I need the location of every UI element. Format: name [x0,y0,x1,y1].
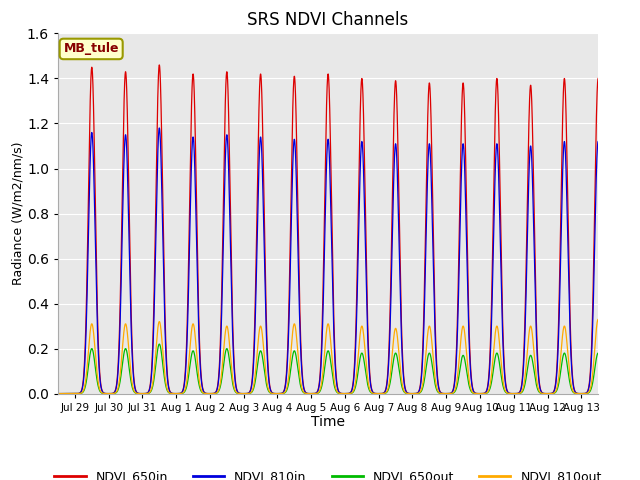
NDVI_810out [383,387,391,393]
NDVI_810in [369,389,377,395]
NDVI_650out [54,391,62,396]
NDVI_650out [156,341,163,347]
Line: NDVI_650out: NDVI_650out [58,344,598,394]
NDVI_650in [156,62,163,68]
Text: MB_tule: MB_tule [63,42,119,56]
Title: SRS NDVI Channels: SRS NDVI Channels [248,11,409,29]
NDVI_650out [383,388,391,394]
NDVI_650in [262,289,269,295]
NDVI_810in [595,139,602,144]
NDVI_650in [308,391,316,396]
NDVI_810out [73,391,81,396]
NDVI_810in [156,125,163,131]
NDVI_810out [466,382,474,388]
Y-axis label: Radiance (W/m2/nm/s): Radiance (W/m2/nm/s) [11,142,24,285]
Line: NDVI_810in: NDVI_810in [58,128,598,394]
NDVI_650out [595,350,602,356]
NDVI_810in [308,391,316,396]
NDVI_650out [308,391,316,396]
NDVI_810in [383,377,391,383]
Line: NDVI_810out: NDVI_810out [58,319,598,394]
NDVI_810out [54,391,62,396]
NDVI_650out [262,377,269,383]
NDVI_810out [369,390,376,396]
NDVI_810in [73,391,81,396]
NDVI_650out [73,391,81,396]
NDVI_650in [466,353,474,359]
NDVI_810in [262,309,269,315]
NDVI_810in [466,360,474,366]
NDVI_650in [54,391,62,396]
NDVI_810out [308,391,316,396]
NDVI_810out [595,316,602,322]
NDVI_650out [466,386,474,392]
NDVI_650out [369,391,377,396]
NDVI_650in [595,75,602,81]
NDVI_650in [73,391,81,396]
NDVI_810in [54,391,62,396]
Line: NDVI_650in: NDVI_650in [58,65,598,394]
NDVI_810out [262,368,269,374]
X-axis label: Time: Time [311,415,345,430]
NDVI_650in [369,389,377,395]
Legend: NDVI_650in, NDVI_810in, NDVI_650out, NDVI_810out: NDVI_650in, NDVI_810in, NDVI_650out, NDV… [49,465,607,480]
NDVI_650in [383,374,391,380]
